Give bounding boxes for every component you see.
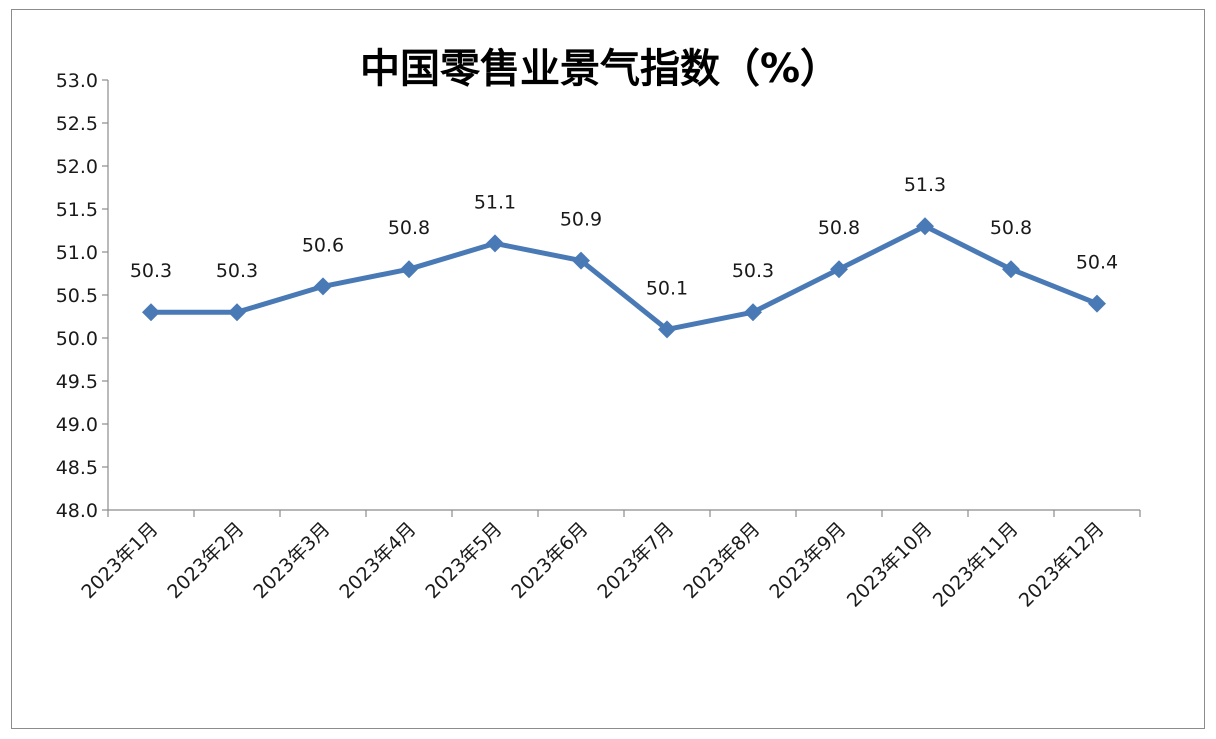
data-label: 50.8	[388, 217, 430, 239]
data-labels: 50.3 50.3 50.6 50.8 51.1 50.9 50.1 50.3 50.8 51.3…	[130, 174, 1118, 299]
data-point-marker	[1002, 260, 1020, 279]
data-point-marker	[744, 303, 762, 322]
x-tick-label: 2023年5月	[421, 518, 506, 603]
data-point-marker	[830, 260, 848, 279]
data-label: 50.6	[302, 234, 344, 256]
data-markers	[142, 217, 1106, 339]
y-tick-label: 49.0	[56, 414, 98, 436]
y-tick-label: 52.0	[56, 156, 98, 178]
data-label: 50.4	[1076, 252, 1118, 274]
data-point-marker	[142, 303, 160, 322]
y-tick-label: 53.0	[56, 70, 98, 92]
y-tick-label: 48.0	[56, 500, 98, 522]
data-point-marker	[1088, 294, 1106, 313]
data-label: 50.9	[560, 209, 602, 231]
x-tick-label: 2023年12月	[1015, 518, 1109, 612]
data-label: 50.8	[990, 217, 1032, 239]
y-tick-label: 52.5	[56, 113, 98, 135]
series-line	[151, 223, 1098, 332]
chart-title: 中国零售业景气指数（%）	[360, 46, 840, 92]
y-tick-label: 48.5	[56, 457, 98, 479]
data-point-marker	[400, 260, 418, 279]
x-tick-label: 2023年7月	[593, 518, 678, 603]
axes	[102, 79, 1141, 517]
y-tick-labels: 48.0 48.5 49.0 49.5 50.0 50.5 51.0 51.5 52.0 52.5…	[56, 70, 98, 522]
x-tick-label: 2023年10月	[843, 518, 937, 612]
data-label: 50.3	[216, 260, 258, 282]
data-point-marker	[658, 320, 676, 339]
data-point-marker	[228, 303, 246, 322]
y-tick-label: 50.0	[56, 328, 98, 350]
data-point-marker	[572, 251, 590, 270]
x-tick-label: 2023年6月	[507, 518, 592, 603]
y-tick-label: 51.0	[56, 242, 98, 264]
data-label: 50.1	[646, 277, 688, 299]
x-tick-label: 2023年11月	[929, 518, 1023, 612]
data-label: 50.8	[818, 217, 860, 239]
data-label: 50.3	[130, 260, 172, 282]
y-tick-label: 51.5	[56, 199, 98, 221]
x-tick-labels: 2023年1月 2023年2月 2023年3月 2023年4月 2023年5月 2023年…	[77, 518, 1108, 612]
x-tick-label: 2023年2月	[163, 518, 248, 603]
x-tick-label: 2023年9月	[765, 518, 850, 603]
y-tick-label: 50.5	[56, 285, 98, 307]
x-tick-label: 2023年8月	[679, 518, 764, 603]
data-point-marker	[486, 234, 504, 253]
chart-frame	[11, 9, 1205, 729]
x-tick-label: 2023年3月	[249, 518, 334, 603]
x-tick-label: 2023年4月	[335, 518, 420, 603]
y-tick-label: 49.5	[56, 371, 98, 393]
data-point-marker	[916, 217, 934, 236]
data-label: 50.3	[732, 260, 774, 282]
x-tick-label: 2023年1月	[77, 518, 162, 603]
data-label: 51.3	[904, 174, 946, 196]
data-point-marker	[314, 277, 332, 296]
data-label: 51.1	[474, 191, 516, 213]
